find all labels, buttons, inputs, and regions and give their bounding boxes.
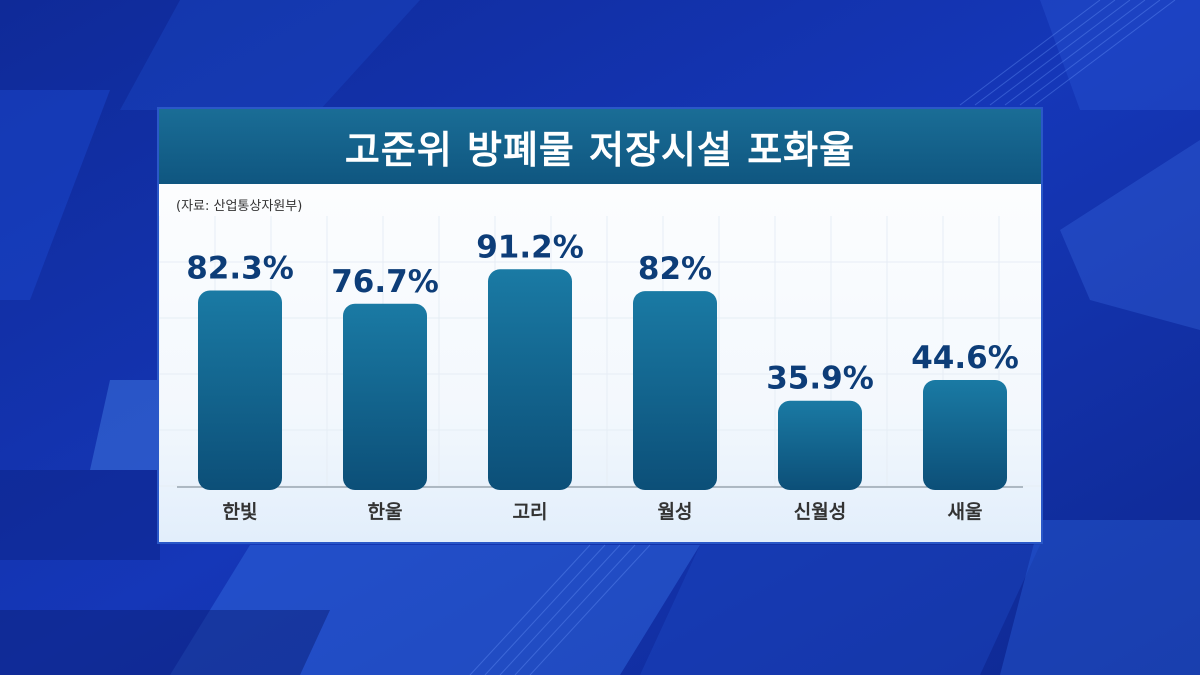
value-label: 35.9% [766, 361, 874, 397]
bar-신월성 [778, 400, 862, 490]
source-note: (자료: 산업통상자원부) [176, 199, 303, 214]
bar-한울 [343, 303, 427, 490]
bar-chart: 82.3% 한빛 76.7% 한울 91.2% 고리 82% 월성 35.9% 신월성 44.6% 새… [159, 216, 1041, 523]
chart-title: 고준위 방폐물 저장시설 포화율 [344, 128, 856, 172]
chart-panel: 고준위 방폐물 저장시설 포화율 (자료: 산업통상자원부) 82.3% 한빛 76… [157, 107, 1043, 544]
value-label: 44.6% [911, 340, 1019, 376]
category-label: 한빛 [223, 501, 258, 523]
bar-월성 [633, 291, 717, 490]
value-label: 82.3% [186, 250, 294, 286]
bar-한빛 [198, 290, 282, 490]
category-label: 고리 [513, 501, 548, 523]
value-label: 76.7% [331, 264, 439, 300]
bar-새울 [923, 380, 1007, 490]
title-bar: 고준위 방폐물 저장시설 포화율 [159, 109, 1041, 184]
value-label: 91.2% [476, 229, 584, 265]
category-label: 월성 [658, 501, 693, 523]
value-label: 82% [638, 251, 712, 287]
bar-고리 [488, 269, 572, 490]
category-label: 새울 [948, 501, 983, 523]
category-label: 한울 [368, 501, 403, 523]
category-label: 신월성 [794, 501, 846, 523]
